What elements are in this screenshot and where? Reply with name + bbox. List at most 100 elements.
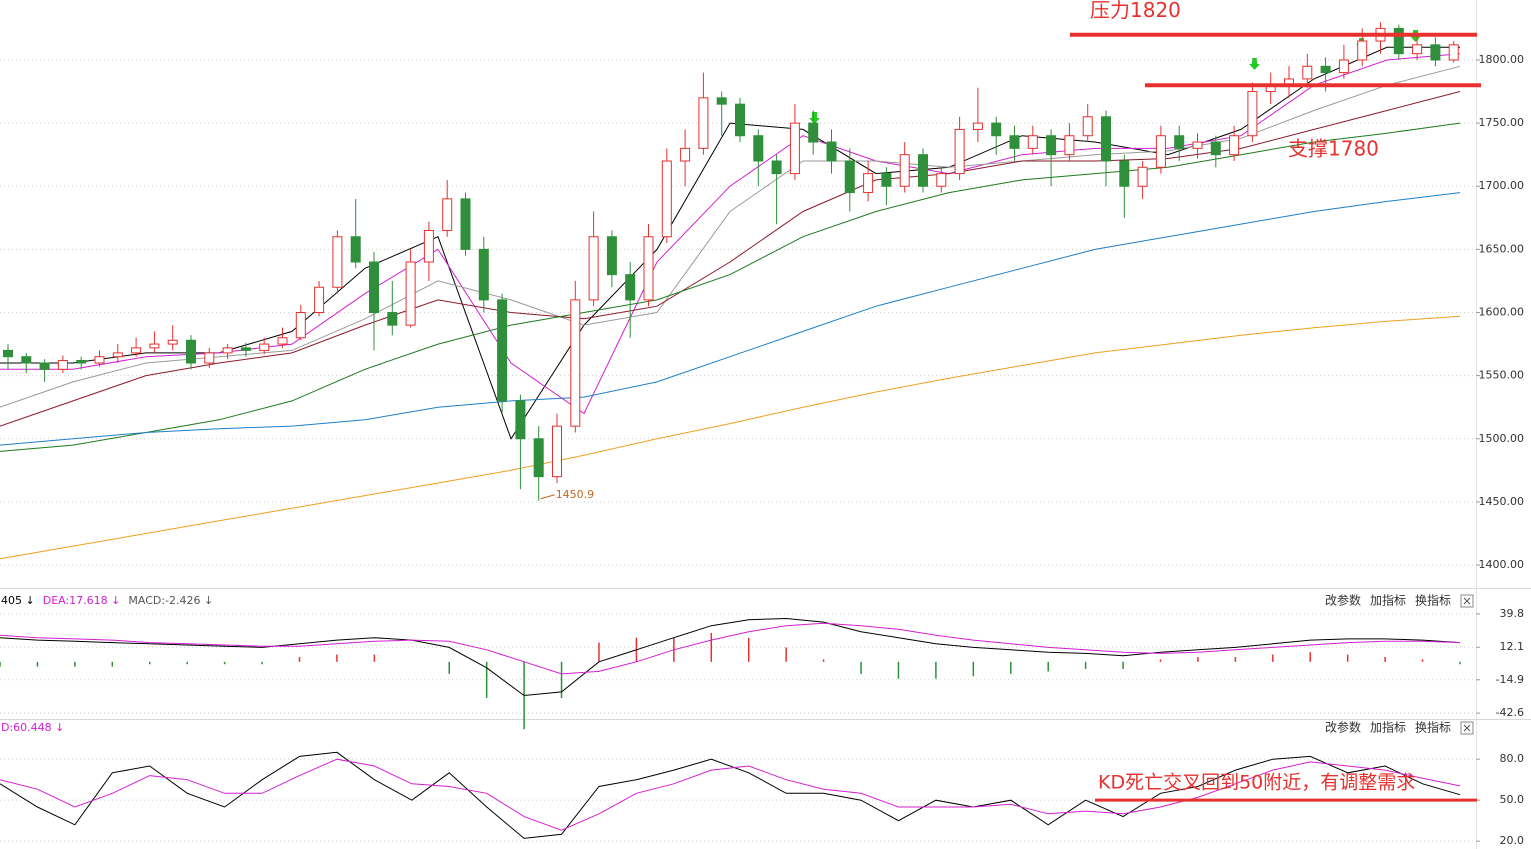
candle-body (1027, 135, 1038, 149)
candle-body (954, 128, 965, 175)
close-icon (1463, 597, 1471, 605)
candle-body (460, 198, 471, 250)
candle-body (76, 359, 87, 364)
candle-body (1174, 135, 1185, 149)
candle-body (735, 103, 745, 137)
candle-body (39, 362, 50, 370)
candle-body (369, 261, 379, 314)
candle-body (21, 356, 32, 364)
candle-body (332, 236, 343, 288)
candle-body (972, 122, 983, 130)
y-tick-label: 50.0 (1500, 793, 1525, 806)
candle-body (789, 122, 800, 175)
moving-average (0, 46, 1460, 440)
candle-body (1064, 135, 1075, 156)
candle-body (149, 343, 160, 349)
candle-body (643, 236, 654, 301)
candle-body (753, 135, 764, 162)
candle-body (1412, 44, 1423, 55)
candle-body (808, 122, 819, 143)
y-tick-label: -42.6 (1496, 706, 1524, 719)
candle-body (1192, 141, 1203, 149)
candle-body (680, 147, 691, 162)
moving-average (0, 122, 1461, 452)
y-tick-label: 1650.00 (1479, 242, 1525, 255)
y-tick-label: 1700.00 (1479, 179, 1525, 192)
annotation-text: KD死亡交叉回到50附近，有调整需求 (1098, 772, 1415, 794)
candle-body (863, 173, 874, 194)
annotation-text: 压力1820 (1090, 0, 1181, 22)
candle-body (881, 173, 892, 187)
y-tick-label: 1400.00 (1479, 558, 1525, 571)
candle-body (259, 343, 270, 351)
candle-body (1009, 135, 1020, 149)
candle-body (350, 236, 361, 263)
candle-body (277, 337, 288, 345)
candle-body (423, 229, 434, 263)
candle-body (222, 347, 233, 354)
y-tick-label: 20.0 (1500, 834, 1525, 847)
candle-body (570, 299, 581, 427)
indicator-line (0, 617, 1461, 697)
candle-body (1101, 116, 1111, 162)
candle-body (844, 160, 855, 194)
control-button[interactable]: 改参数 (1325, 720, 1361, 735)
y-tick-label: 1500.00 (1479, 432, 1525, 445)
signal-arrow (1249, 58, 1260, 70)
moving-average (0, 315, 1461, 560)
y-tick-label: 1750.00 (1479, 116, 1525, 129)
candle-body (899, 154, 910, 187)
candle-body (3, 349, 13, 358)
y-tick-label: 1800.00 (1479, 53, 1525, 66)
control-button[interactable]: 改参数 (1325, 593, 1361, 608)
candle-body (186, 339, 196, 364)
y-tick-label: 1600.00 (1479, 306, 1525, 319)
candle-body (552, 425, 562, 478)
indicator-header: 405 ↓ (1, 594, 35, 607)
candle-body (387, 312, 398, 326)
indicator-header: D:60.448 ↓ (1, 721, 64, 734)
candle-body (112, 352, 123, 358)
candle-body (167, 339, 178, 345)
candle-body (497, 299, 508, 402)
candle-body (204, 352, 215, 364)
candle-body (478, 248, 489, 301)
low-pointer (540, 494, 555, 500)
close-icon (1463, 724, 1471, 732)
candle-body (1357, 40, 1368, 61)
candle-body (698, 97, 709, 149)
candle-body (771, 160, 782, 175)
annotation-text: 支撑1780 (1288, 137, 1379, 161)
candle-body (1302, 65, 1313, 80)
candle-body (1155, 135, 1166, 168)
control-button[interactable]: 换指标 (1415, 720, 1451, 735)
candle-body (1393, 27, 1404, 55)
moving-average (0, 192, 1461, 446)
indicator-line (0, 758, 1461, 831)
candle-body (1210, 141, 1221, 156)
indicator-header: MACD:-2.426 ↓ (128, 594, 213, 607)
candle-body (1119, 160, 1130, 187)
y-tick-label: 80.0 (1500, 752, 1525, 765)
candle-body (1229, 135, 1240, 156)
candle-body (1448, 44, 1459, 61)
candle-body (314, 286, 325, 314)
candle-body (918, 154, 928, 187)
candle-body (826, 141, 837, 162)
candle-body (1338, 59, 1349, 74)
control-button[interactable]: 加指标 (1370, 593, 1406, 608)
indicator-header: DEA:17.618 ↓ (43, 594, 121, 607)
candle-body (1137, 166, 1148, 187)
y-tick-label: -14.9 (1496, 673, 1524, 686)
candle-body (1046, 135, 1057, 156)
candle-body (131, 347, 142, 354)
candle-body (1247, 91, 1258, 137)
y-tick-label: 12.1 (1500, 640, 1525, 653)
control-button[interactable]: 换指标 (1415, 593, 1451, 608)
indicator-line (0, 622, 1461, 675)
low-label: 1450.9 (556, 488, 595, 501)
control-button[interactable]: 加指标 (1370, 720, 1406, 735)
candle-body (533, 438, 544, 478)
